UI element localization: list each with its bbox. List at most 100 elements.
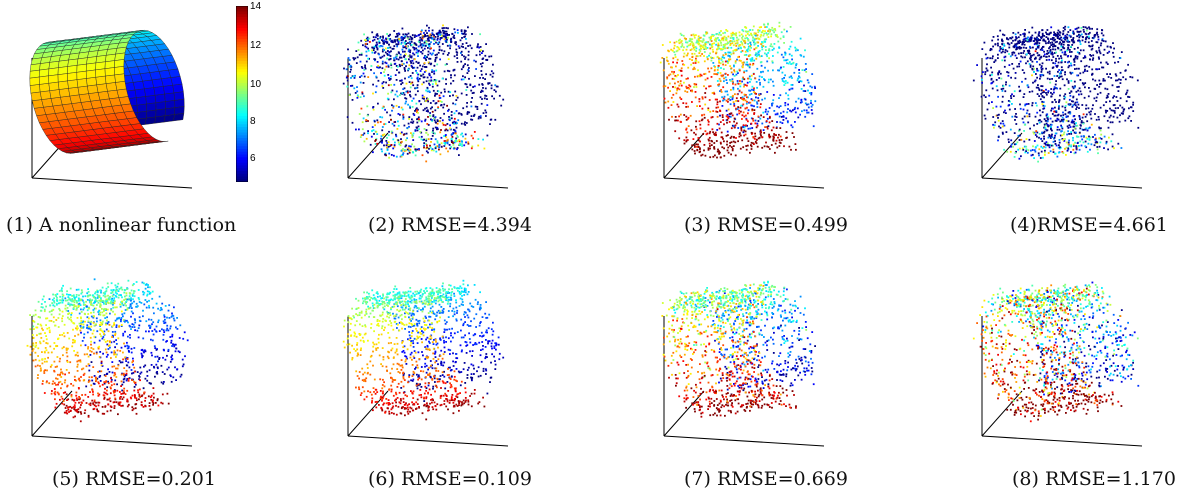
scatter-point <box>1014 33 1017 36</box>
scatter-point <box>427 50 430 53</box>
scatter-point <box>735 107 737 110</box>
scatter-point <box>373 133 375 135</box>
scatter-point <box>382 87 385 89</box>
surface-cell <box>154 115 166 124</box>
scatter-point <box>1058 106 1060 108</box>
scatter-point <box>693 131 695 134</box>
scatter-point <box>1025 148 1028 151</box>
scatter-point <box>711 42 714 45</box>
scatter-point <box>393 45 396 47</box>
scatter-point <box>438 30 441 32</box>
scatter-point <box>764 41 766 43</box>
colorbar-segment <box>236 113 248 117</box>
scatter-point <box>751 109 754 112</box>
scatter-point <box>687 116 690 119</box>
scatter-point <box>1087 127 1090 130</box>
scatter-point <box>1117 107 1119 109</box>
scatter-point <box>1058 37 1061 40</box>
scatter-point <box>381 85 384 88</box>
scatter-point <box>753 43 756 46</box>
scatter-point <box>984 53 987 56</box>
scatter-point <box>434 93 437 96</box>
scatter-point <box>713 91 715 94</box>
scatter-point <box>380 135 383 138</box>
scatter-point <box>129 325 132 328</box>
scatter-point <box>406 152 409 155</box>
scatter-point <box>742 99 745 102</box>
scatter-point <box>757 99 760 102</box>
scatter-point <box>1053 39 1055 42</box>
scatter-point <box>96 330 99 333</box>
scatter-point <box>390 62 392 65</box>
scatter-point <box>422 73 425 76</box>
scatter-point <box>395 43 398 46</box>
scatter-point <box>1047 152 1050 154</box>
scatter-point <box>452 132 455 134</box>
scatter-point <box>1033 149 1036 151</box>
scatter-point <box>983 41 986 44</box>
scatter-point <box>447 108 450 111</box>
colorbar-segment <box>236 33 248 37</box>
scatter-point <box>690 89 692 92</box>
scatter-point <box>704 44 707 47</box>
scatter-point <box>787 108 789 110</box>
scatter-point <box>357 95 359 98</box>
scatter-point <box>126 344 129 347</box>
scatter-point <box>385 154 387 157</box>
scatter-point <box>1067 130 1069 133</box>
scatter-point <box>417 80 420 83</box>
scatter-point <box>1023 38 1026 40</box>
scatter-point <box>1059 134 1062 137</box>
scatter-point <box>1067 141 1070 144</box>
scatter-point <box>1100 61 1102 64</box>
scatter-point <box>363 132 366 135</box>
colorbar-segment <box>236 77 248 81</box>
scatter-point <box>680 67 683 70</box>
scatter-point <box>390 50 392 53</box>
colorbar-segment <box>236 63 248 68</box>
scatter-point <box>1040 71 1043 73</box>
scatter-point <box>153 366 156 369</box>
scatter-point <box>1039 157 1042 159</box>
scatter-point <box>1095 50 1098 53</box>
scatter-point <box>1056 55 1059 57</box>
surface-cell <box>154 93 166 103</box>
scatter-point <box>1116 116 1119 119</box>
scatter-point <box>394 62 397 65</box>
scatter-point <box>128 351 130 353</box>
scatter-point <box>403 50 406 53</box>
scatter-point <box>756 138 758 141</box>
scatter-point <box>1008 141 1010 143</box>
scatter-point <box>986 69 989 72</box>
scatter-point <box>731 34 734 36</box>
scatter-point <box>742 30 745 33</box>
scatter-point <box>376 66 378 69</box>
scatter-point <box>1086 137 1089 140</box>
scatter-point <box>1008 108 1011 111</box>
scatter-point <box>1045 67 1047 70</box>
scatter-point <box>764 66 766 69</box>
scatter-point <box>419 70 422 72</box>
scatter-point <box>169 360 172 363</box>
scatter-point <box>1100 137 1103 140</box>
scatter-point <box>410 121 412 124</box>
scatter-point <box>751 85 754 88</box>
scatter-point <box>745 117 748 120</box>
panel-5-scatter <box>20 258 250 458</box>
scatter-point <box>763 38 766 41</box>
scatter-point <box>756 86 758 89</box>
scatter-point <box>457 31 459 34</box>
scatter-point <box>740 127 743 130</box>
scatter-point <box>706 132 709 135</box>
scatter-point <box>991 101 993 103</box>
scatter-point <box>682 102 685 104</box>
scatter-point <box>375 44 377 47</box>
scatter-point <box>693 66 696 69</box>
scatter-point <box>693 36 696 39</box>
scatter-point <box>718 83 721 86</box>
colorbar-segment <box>236 110 248 114</box>
scatter-point <box>1033 140 1036 142</box>
scatter-point <box>163 349 165 352</box>
scatter-point <box>752 36 754 39</box>
scatter-point <box>768 133 770 136</box>
